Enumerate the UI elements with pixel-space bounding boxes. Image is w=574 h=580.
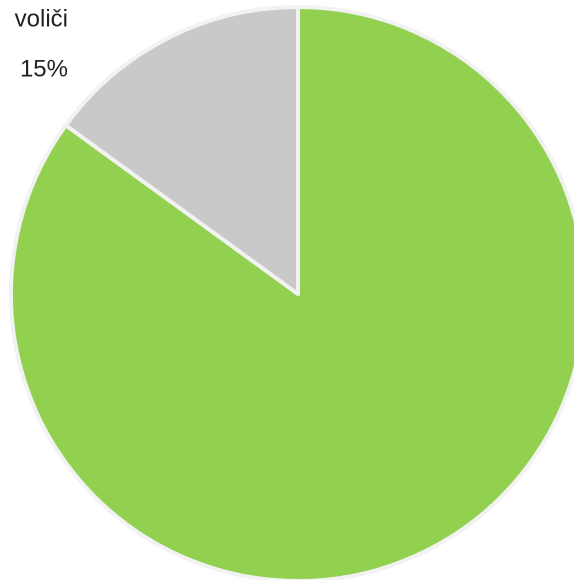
pie-slice xyxy=(63,5,300,296)
slice-label: voliči xyxy=(15,5,68,32)
pie-slice xyxy=(9,5,574,580)
slice-value-label: 15% xyxy=(20,55,68,82)
